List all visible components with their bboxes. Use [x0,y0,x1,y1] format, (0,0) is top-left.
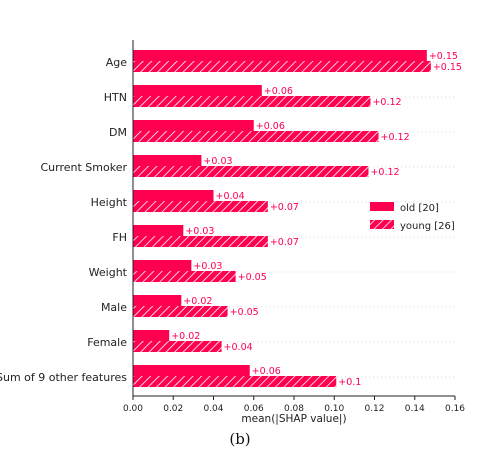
x-axis-label: mean(|SHAP value|) [241,413,346,425]
data-label: +0.07 [270,202,299,213]
legend-swatch-old [370,202,394,211]
legend-label-old: old [20] [400,203,439,214]
data-label: +0.15 [433,62,462,73]
bar-young [133,341,222,352]
bar-young [133,236,268,247]
bar-old [133,190,214,201]
y-tick-label: Current Smoker [40,161,127,174]
bar-old [133,225,184,236]
y-tick-label: DM [109,126,127,139]
data-label: +0.06 [252,366,281,377]
x-tick-label: 0.00 [123,404,143,414]
data-label: +0.05 [230,307,259,318]
data-label: +0.04 [224,342,253,353]
bar-old [133,295,182,306]
data-label: +0.12 [381,132,410,143]
bar-young [133,201,268,212]
y-tick-label: Female [87,336,127,349]
bar-old [133,155,202,166]
data-label: +0.15 [429,51,458,62]
grid-lines [133,61,455,378]
x-tick-label: 0.04 [203,404,223,414]
figure-caption: (b) [229,430,251,448]
y-tick-label: Age [106,56,128,69]
y-tick-label: Weight [89,266,128,279]
legend-label-young: young [26] [400,221,455,232]
bar-old [133,120,254,131]
data-label: +0.1 [338,377,361,388]
data-label: +0.06 [264,86,293,97]
data-label: +0.12 [370,167,399,178]
bar-young [133,61,431,72]
data-label: +0.02 [171,331,200,342]
y-tick-label: Male [101,301,127,314]
data-label: +0.03 [185,226,214,237]
labels: Age +0.15+0.15 HTN +0.06 +0.12 DM +0.06 +0.12 Cu… [0,51,465,414]
data-label: +0.03 [193,261,222,272]
x-tick-label: 0.06 [244,404,264,414]
x-tick-label: 0.12 [364,404,384,414]
data-label: +0.05 [238,272,267,283]
data-label: +0.06 [256,121,285,132]
y-tick-label: Sum of 9 other features [0,371,127,384]
bars [133,50,431,387]
x-tick-label: 0.16 [445,404,465,414]
legend: old [20] young [26] [370,202,455,232]
legend-swatch-young [370,220,394,229]
bar-young [133,96,371,107]
data-label: +0.02 [183,296,212,307]
x-tick-label: 0.10 [324,404,344,414]
x-tick-label: 0.02 [163,404,183,414]
data-label: +0.12 [372,97,401,108]
bar-young [133,376,337,387]
bar-young [133,166,369,177]
bar-old [133,50,427,61]
y-tick-label: Height [91,196,128,209]
x-tick-label: 0.08 [284,404,304,414]
data-label: +0.03 [203,156,232,167]
bar-old [133,330,170,341]
bar-old [133,365,250,376]
data-label: +0.07 [270,237,299,248]
y-tick-label: HTN [104,91,127,104]
data-label: +0.04 [216,191,245,202]
bar-old [133,85,262,96]
shap-bar-chart: Age +0.15+0.15 HTN +0.06 +0.12 DM +0.06 +0.12 Cu… [0,40,465,425]
bar-old [133,260,192,271]
bar-young [133,306,228,317]
bar-young [133,131,379,142]
bar-young [133,271,236,282]
y-tick-label: FH [112,231,127,244]
x-tick-label: 0.14 [405,404,425,414]
